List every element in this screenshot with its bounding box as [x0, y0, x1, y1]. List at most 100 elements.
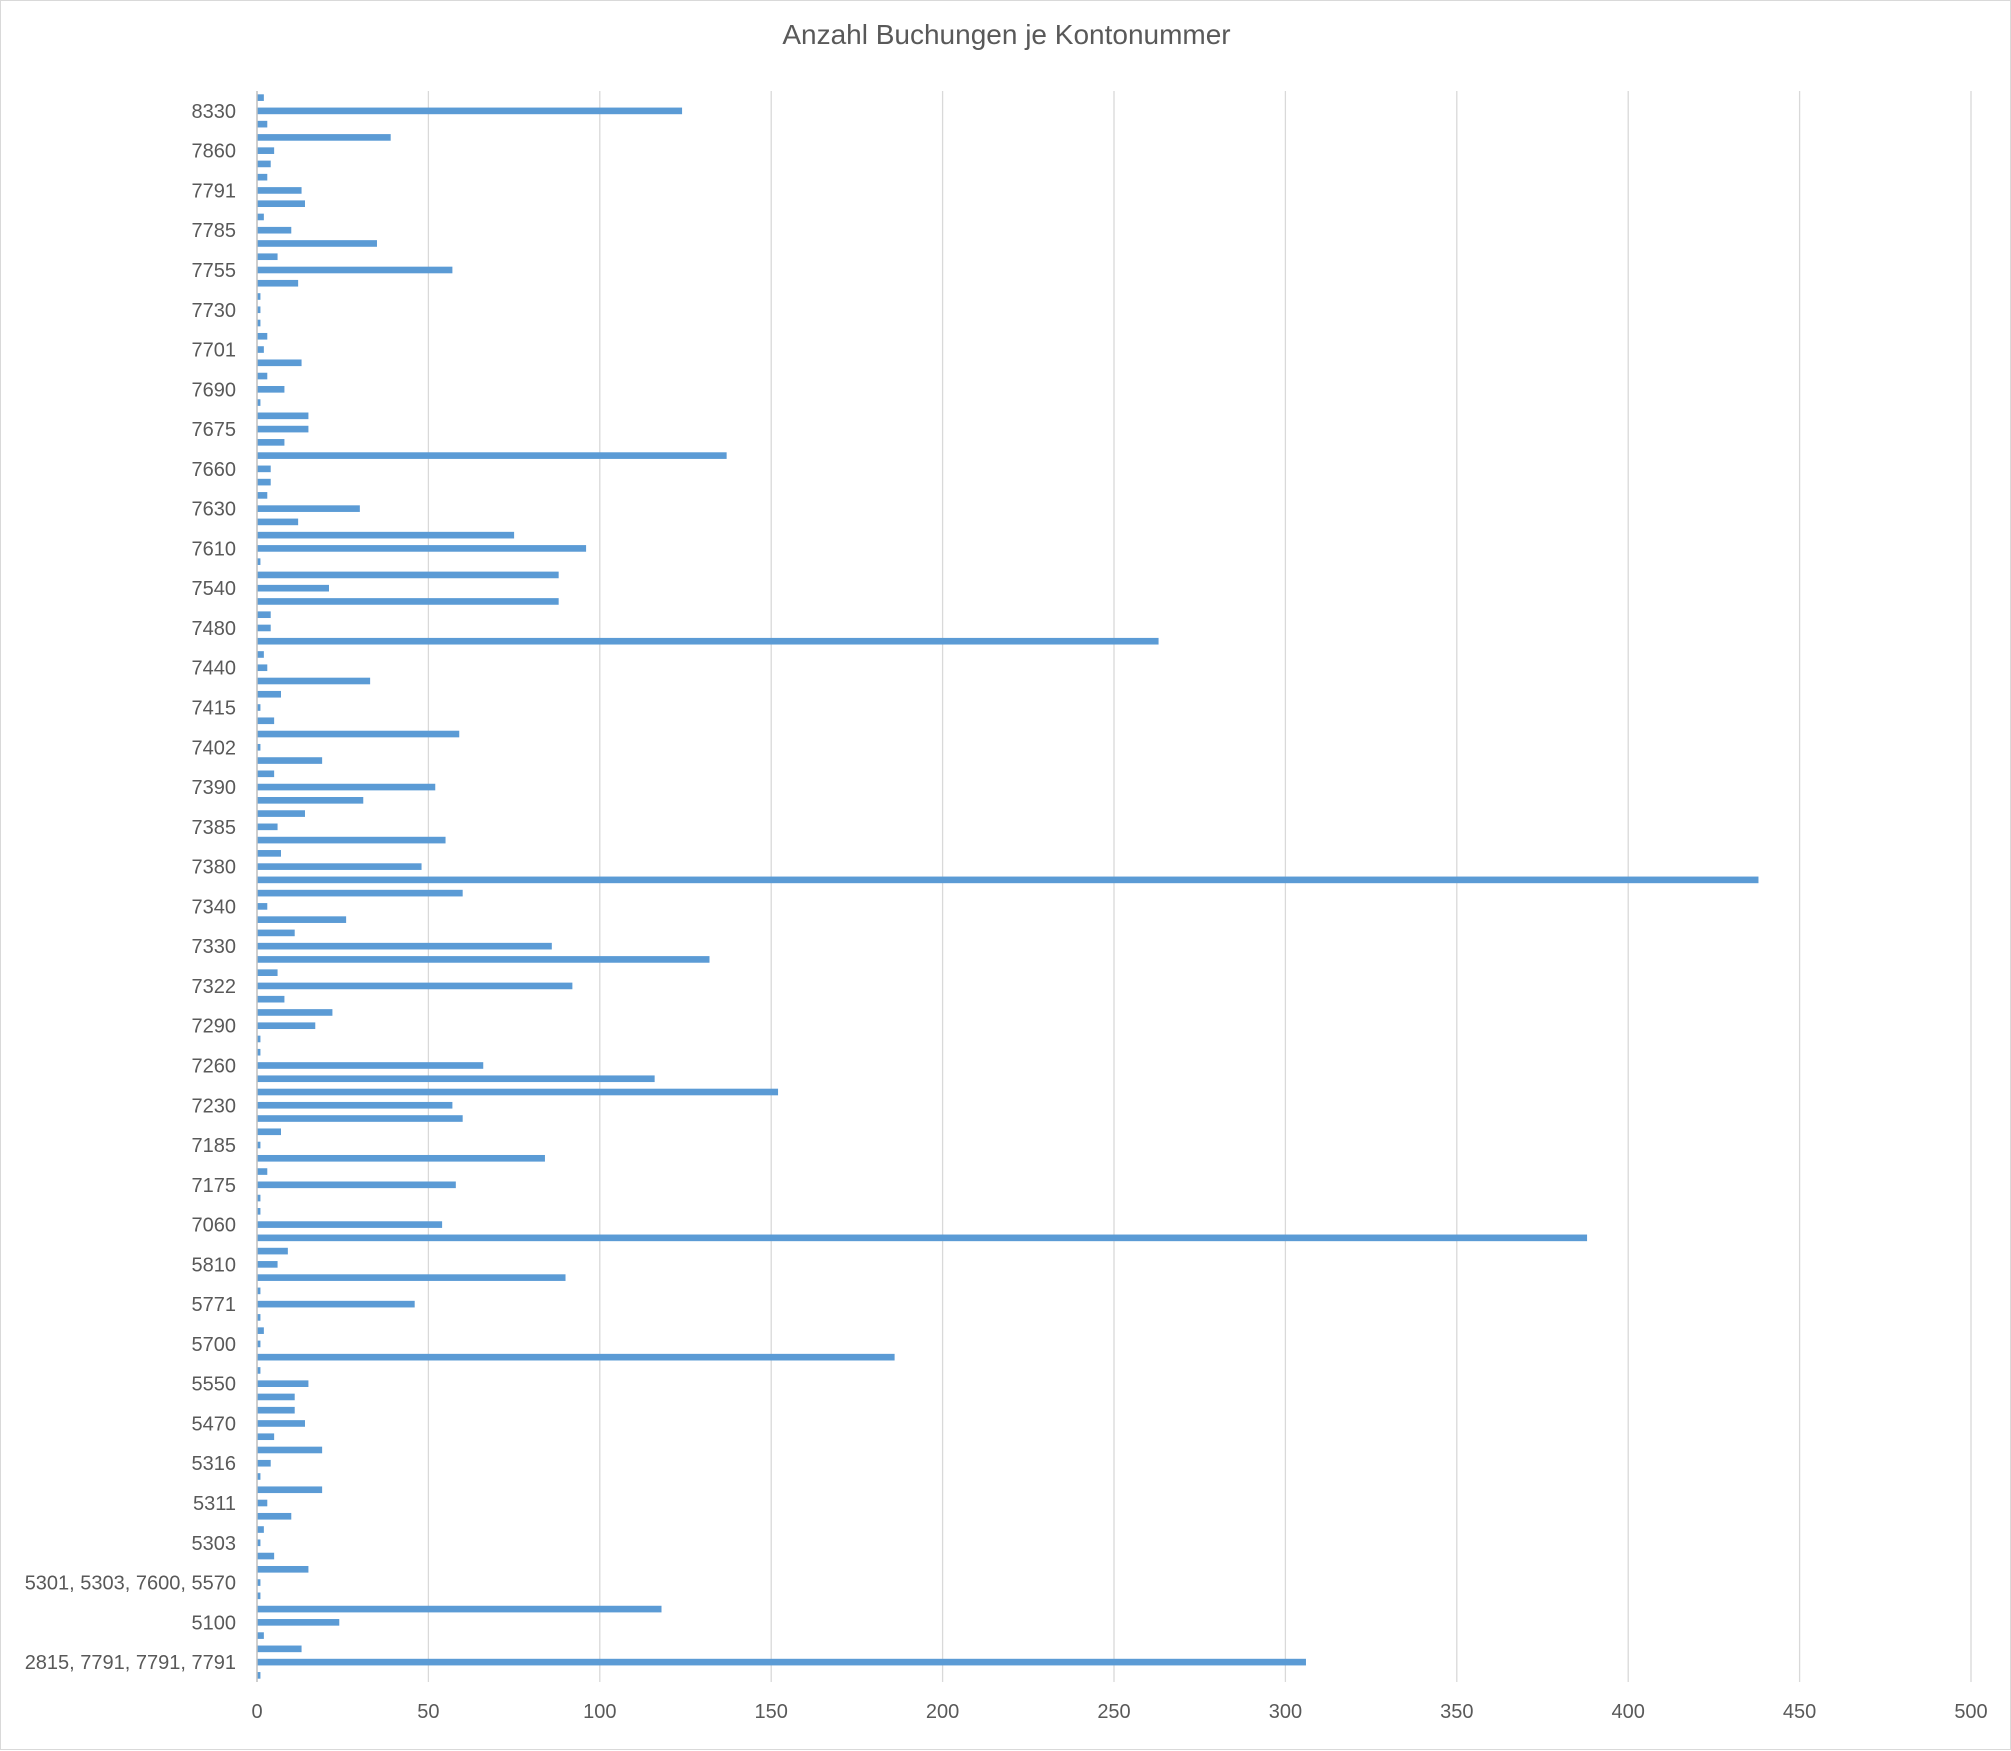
- bar: [257, 545, 587, 552]
- bar: [257, 1459, 271, 1467]
- y-tick-label: 5301, 5303, 7600, 5570: [25, 1573, 236, 1595]
- bar: [257, 1380, 309, 1388]
- bar: [257, 1261, 278, 1268]
- bar: [257, 757, 323, 764]
- y-tick-label: 2815, 7791, 7791, 7791: [25, 1652, 236, 1674]
- y-tick-label: 7340: [192, 896, 237, 918]
- y-tick-label: 7480: [192, 618, 237, 640]
- bar: [257, 624, 271, 632]
- y-tick-label: 7185: [192, 1135, 237, 1157]
- bar: [257, 611, 271, 619]
- y-tick-label: 7175: [192, 1175, 237, 1197]
- bar: [257, 253, 278, 261]
- y-tick-label: 7402: [192, 737, 237, 759]
- bar: [257, 823, 278, 831]
- bar: [257, 982, 573, 990]
- bar: [257, 929, 295, 937]
- bar: [257, 279, 299, 287]
- bar: [257, 94, 264, 101]
- bar: [257, 372, 268, 380]
- y-tick-label: 7540: [192, 578, 237, 600]
- bar: [257, 1658, 1306, 1666]
- bar: [257, 783, 436, 791]
- y-tick-label: 5303: [192, 1533, 237, 1555]
- bar: [257, 319, 261, 327]
- bar: [257, 346, 264, 353]
- bar: [257, 1075, 655, 1083]
- bar: [257, 863, 422, 870]
- bar: [257, 1446, 323, 1454]
- bar: [257, 478, 271, 486]
- bar: [257, 995, 285, 1003]
- bar: [257, 876, 1759, 884]
- bar: [257, 1128, 281, 1136]
- bar: [257, 359, 302, 367]
- bar: [257, 1247, 288, 1255]
- tick-labels: 0 50 100 150 200 250 300 350 400 450 500 2815, 7791…: [25, 101, 1988, 1723]
- y-tick-label: 7385: [192, 817, 237, 839]
- bar: [257, 200, 305, 208]
- bar: [257, 226, 292, 234]
- x-tick-label: 200: [926, 1701, 959, 1723]
- y-tick-label: 7260: [192, 1055, 237, 1077]
- bar: [257, 1353, 895, 1361]
- y-tick-label: 7690: [192, 379, 237, 401]
- y-tick-label: 5470: [192, 1413, 237, 1435]
- bar: [257, 1619, 340, 1626]
- bar: [257, 1552, 275, 1560]
- bar: [257, 1592, 261, 1600]
- bar: [257, 903, 268, 910]
- bar: [257, 637, 1159, 645]
- bar: [257, 1101, 453, 1109]
- bar: [257, 942, 552, 950]
- x-tick-label: 350: [1440, 1701, 1473, 1723]
- bar: [257, 584, 329, 592]
- bar: [257, 505, 360, 512]
- x-tick-label: 300: [1269, 1701, 1302, 1723]
- bar: [257, 1088, 779, 1096]
- bar: [257, 889, 463, 897]
- bar: [257, 134, 391, 141]
- bar: [257, 1221, 443, 1228]
- bar: [257, 439, 285, 446]
- bar: [257, 664, 268, 672]
- bar: [257, 571, 559, 579]
- y-tick-label: 7701: [192, 340, 237, 362]
- y-tick-label: 5810: [192, 1254, 237, 1276]
- bar: [257, 969, 278, 976]
- x-tick-label: 450: [1783, 1701, 1816, 1723]
- bar: [257, 836, 446, 844]
- bar: [257, 797, 364, 804]
- x-tick-label: 500: [1954, 1701, 1987, 1723]
- y-tick-label: 8330: [192, 101, 237, 123]
- y-tick-label: 7330: [192, 936, 237, 958]
- bar: [257, 1672, 261, 1679]
- x-tick-label: 250: [1097, 1701, 1130, 1723]
- bar: [257, 850, 281, 857]
- bar: [257, 332, 268, 340]
- bar: [257, 730, 460, 738]
- y-tick-label: 7440: [192, 658, 237, 680]
- bars: [257, 94, 1759, 1679]
- y-tick-label: 7230: [192, 1095, 237, 1117]
- gridlines: [427, 91, 1972, 1682]
- bar: [257, 1433, 275, 1441]
- bar: [257, 1393, 295, 1401]
- y-tick-label: 5700: [192, 1334, 237, 1356]
- bar: [257, 266, 453, 274]
- bar: [257, 743, 261, 751]
- bar: [257, 1526, 264, 1533]
- bar: [257, 518, 299, 526]
- bar: [257, 717, 275, 725]
- bar: [257, 399, 261, 406]
- x-tick-label: 100: [583, 1701, 616, 1723]
- bar: [257, 1367, 261, 1374]
- bar: [257, 1406, 295, 1414]
- y-tick-label: 7610: [192, 538, 237, 560]
- bar: [257, 293, 261, 300]
- bar: [257, 916, 347, 923]
- bar: [257, 956, 710, 963]
- bar: [257, 1022, 316, 1030]
